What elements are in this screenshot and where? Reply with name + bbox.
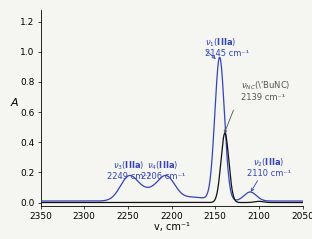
Text: $\nu_4$($\mathbf{IIIa}$): $\nu_4$($\mathbf{IIIa}$) xyxy=(147,160,178,172)
Text: $\nu_2$($\mathbf{IIIa}$): $\nu_2$($\mathbf{IIIa}$) xyxy=(253,157,284,169)
Text: $\nu_{NC}$(\'BuNC): $\nu_{NC}$(\'BuNC) xyxy=(241,80,290,92)
Text: $\nu_3$($\mathbf{IIIa}$): $\nu_3$($\mathbf{IIIa}$) xyxy=(113,160,144,172)
Text: 2110 cm⁻¹: 2110 cm⁻¹ xyxy=(246,169,291,178)
Y-axis label: A: A xyxy=(11,98,18,108)
Text: 2249 cm⁻¹: 2249 cm⁻¹ xyxy=(107,172,151,181)
Text: 2206 cm⁻¹: 2206 cm⁻¹ xyxy=(141,172,185,181)
X-axis label: v, cm⁻¹: v, cm⁻¹ xyxy=(154,222,189,232)
Text: 2145 cm⁻¹: 2145 cm⁻¹ xyxy=(205,49,249,58)
Text: 2139 cm⁻¹: 2139 cm⁻¹ xyxy=(241,92,285,102)
Text: $\nu_1$($\mathbf{IIIa}$): $\nu_1$($\mathbf{IIIa}$) xyxy=(205,36,236,49)
